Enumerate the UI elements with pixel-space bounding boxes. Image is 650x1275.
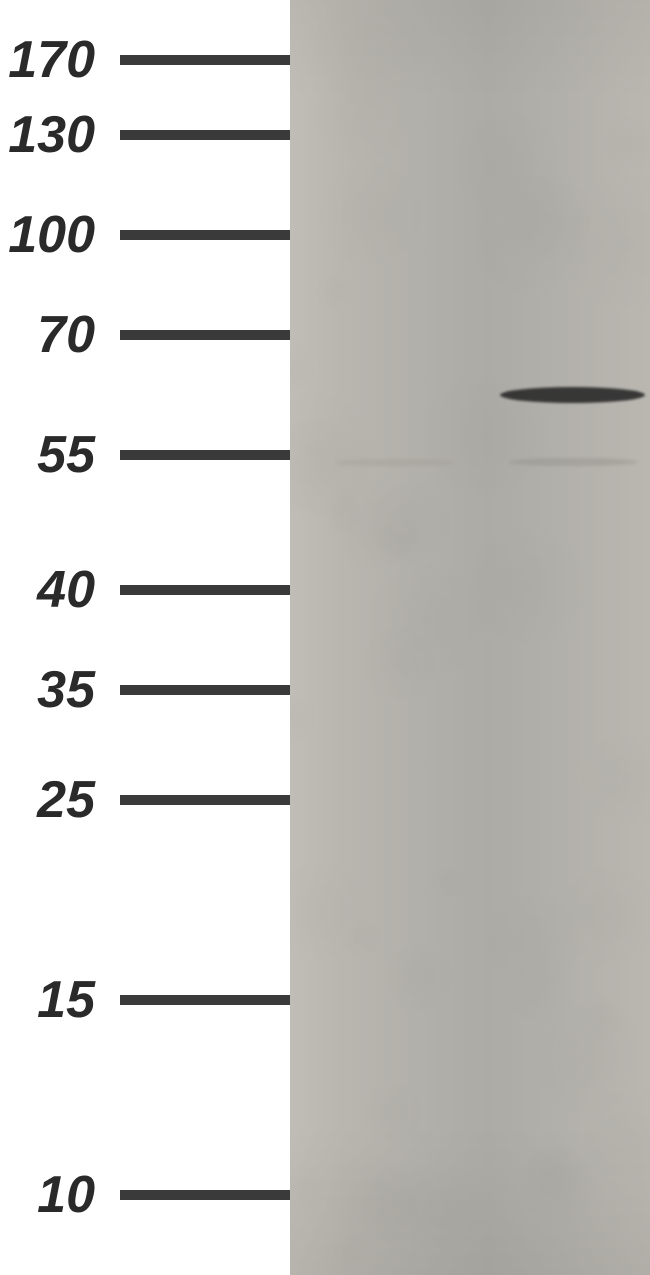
marker-row-100: 100: [0, 209, 290, 261]
membrane-texture-spot: [329, 1229, 375, 1275]
membrane-texture-spot: [456, 160, 605, 309]
marker-tick-55: [120, 450, 290, 460]
membrane-texture-spot: [303, 56, 421, 174]
marker-row-70: 70: [0, 309, 290, 361]
marker-label-35: 35: [0, 664, 120, 716]
marker-label-25: 25: [0, 774, 120, 826]
marker-tick-70: [120, 330, 290, 340]
marker-tick-15: [120, 995, 290, 1005]
marker-tick-40: [120, 585, 290, 595]
marker-tick-170: [120, 55, 290, 65]
marker-tick-35: [120, 685, 290, 695]
marker-tick-10: [120, 1190, 290, 1200]
blot-membrane: [290, 0, 650, 1275]
marker-row-10: 10: [0, 1169, 290, 1221]
western-blot-figure: 170 130 100 70 55 40 35 25 15 10: [0, 0, 650, 1275]
molecular-weight-ladder: 170 130 100 70 55 40 35 25 15 10: [0, 0, 290, 1275]
marker-row-15: 15: [0, 974, 290, 1026]
marker-label-10: 10: [0, 1169, 120, 1221]
marker-row-55: 55: [0, 429, 290, 481]
membrane-texture-spot: [521, 1136, 587, 1202]
marker-row-40: 40: [0, 564, 290, 616]
marker-label-55: 55: [0, 429, 120, 481]
marker-tick-25: [120, 795, 290, 805]
membrane-texture-spot: [356, 1076, 429, 1149]
membrane-texture-spot: [376, 935, 461, 1020]
marker-label-130: 130: [0, 109, 120, 161]
membrane-texture-spot: [518, 987, 650, 1126]
primary-band-lane2: [500, 387, 645, 403]
marker-row-35: 35: [0, 664, 290, 716]
membrane-region: [290, 0, 650, 1275]
marker-label-70: 70: [0, 309, 120, 361]
marker-label-170: 170: [0, 34, 120, 86]
marker-row-25: 25: [0, 774, 290, 826]
membrane-texture-spot: [454, 514, 598, 658]
membrane-texture-spot: [397, 1159, 497, 1259]
marker-tick-130: [120, 130, 290, 140]
marker-label-40: 40: [0, 564, 120, 616]
membrane-texture-spot: [474, 882, 592, 1000]
membrane-texture-spot: [341, 916, 386, 961]
marker-label-100: 100: [0, 209, 120, 261]
marker-tick-100: [120, 230, 290, 240]
marker-label-15: 15: [0, 974, 120, 1026]
faint-band-lane2-55: [508, 458, 638, 466]
marker-row-170: 170: [0, 34, 290, 86]
membrane-texture-spot: [312, 268, 358, 314]
faint-band-lane1-55: [335, 459, 455, 466]
marker-row-130: 130: [0, 109, 290, 161]
